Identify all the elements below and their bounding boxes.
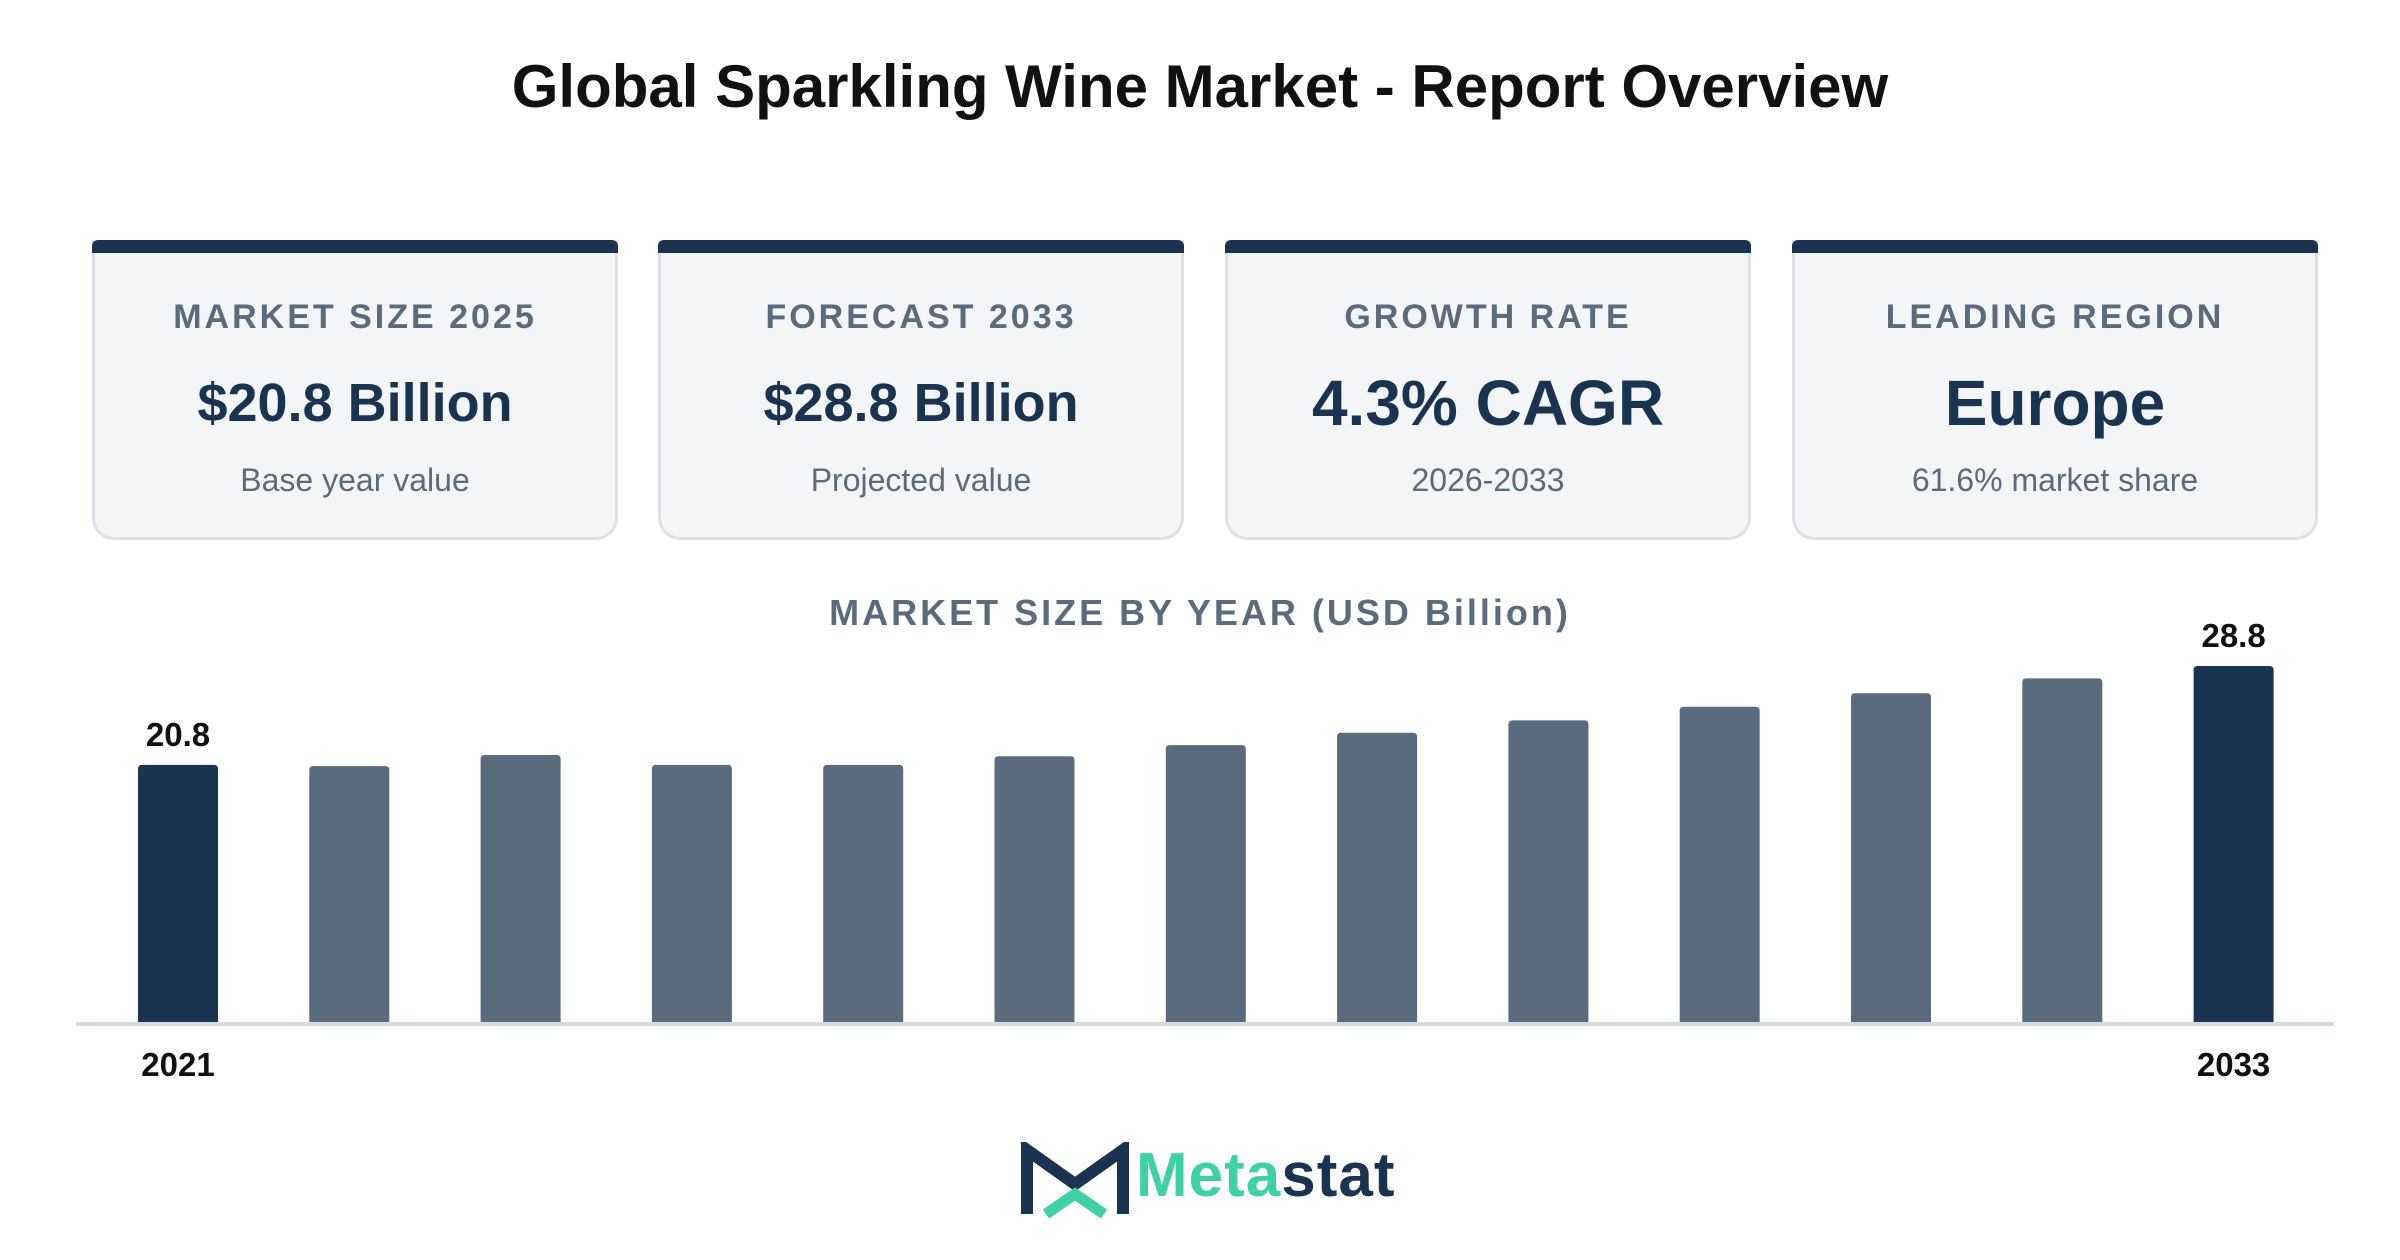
kpi-card-leading-region: LEADING REGION Europe 61.6% market share bbox=[1792, 240, 2318, 540]
metastat-logo-mark-icon bbox=[1021, 1142, 1129, 1218]
card-label: LEADING REGION bbox=[1885, 298, 2225, 336]
card-value: Europe bbox=[1944, 367, 2166, 439]
kpi-card-market-size: MARKET SIZE 2025 $20.8 Billion Base year… bbox=[92, 240, 618, 540]
bar-2029 bbox=[1508, 720, 1589, 1022]
card-accent-bar bbox=[1792, 240, 2318, 253]
card-value: 4.3% CAGR bbox=[1311, 367, 1665, 439]
bar-2030 bbox=[1679, 706, 1760, 1022]
page-title: Global Sparkling Wine Market - Report Ov… bbox=[511, 53, 1889, 120]
bar-2024 bbox=[651, 764, 732, 1022]
chart-title: MARKET SIZE BY YEAR (USD Billion) bbox=[829, 592, 1571, 633]
logo-text-stat: stat bbox=[1281, 1141, 1396, 1210]
data-label-2021: 20.8 bbox=[146, 716, 210, 753]
bar-2023 bbox=[480, 755, 561, 1022]
card-label: GROWTH RATE bbox=[1344, 298, 1632, 336]
bar-2025 bbox=[823, 764, 904, 1022]
card-accent-bar bbox=[92, 240, 618, 253]
card-subtext: Projected value bbox=[810, 462, 1032, 498]
card-label: MARKET SIZE 2025 bbox=[173, 298, 537, 336]
bar-2032 bbox=[2022, 678, 2103, 1022]
card-value: $28.8 Billion bbox=[763, 373, 1079, 433]
card-subtext: 2026-2033 bbox=[1411, 462, 1565, 498]
card-value: $20.8 Billion bbox=[197, 373, 513, 433]
kpi-card-forecast: FORECAST 2033 $28.8 Billion Projected va… bbox=[658, 240, 1184, 540]
bar-2033 bbox=[2193, 666, 2274, 1022]
bar-2021 bbox=[138, 764, 218, 1022]
card-label: FORECAST 2033 bbox=[765, 298, 1077, 336]
x-tick-label-2033: 2033 bbox=[2197, 1046, 2270, 1083]
bar-2028 bbox=[1337, 732, 1418, 1022]
card-subtext: 61.6% market share bbox=[1911, 462, 2199, 498]
bar-2022 bbox=[309, 766, 390, 1022]
card-subtext: Base year value bbox=[240, 462, 470, 498]
bar-2026 bbox=[994, 756, 1075, 1022]
x-tick-label-2021: 2021 bbox=[141, 1046, 214, 1083]
card-accent-bar bbox=[658, 240, 1184, 253]
card-accent-bar bbox=[1225, 240, 1751, 253]
metastat-logo-text: Metastat bbox=[1136, 1140, 1396, 1211]
bar-2031 bbox=[1851, 693, 1931, 1022]
data-label-2033: 28.8 bbox=[2201, 617, 2265, 654]
kpi-card-growth-rate: GROWTH RATE 4.3% CAGR 2026-2033 bbox=[1225, 240, 1751, 540]
logo-text-meta: Meta bbox=[1136, 1141, 1282, 1210]
bar-2027 bbox=[1165, 745, 1246, 1022]
